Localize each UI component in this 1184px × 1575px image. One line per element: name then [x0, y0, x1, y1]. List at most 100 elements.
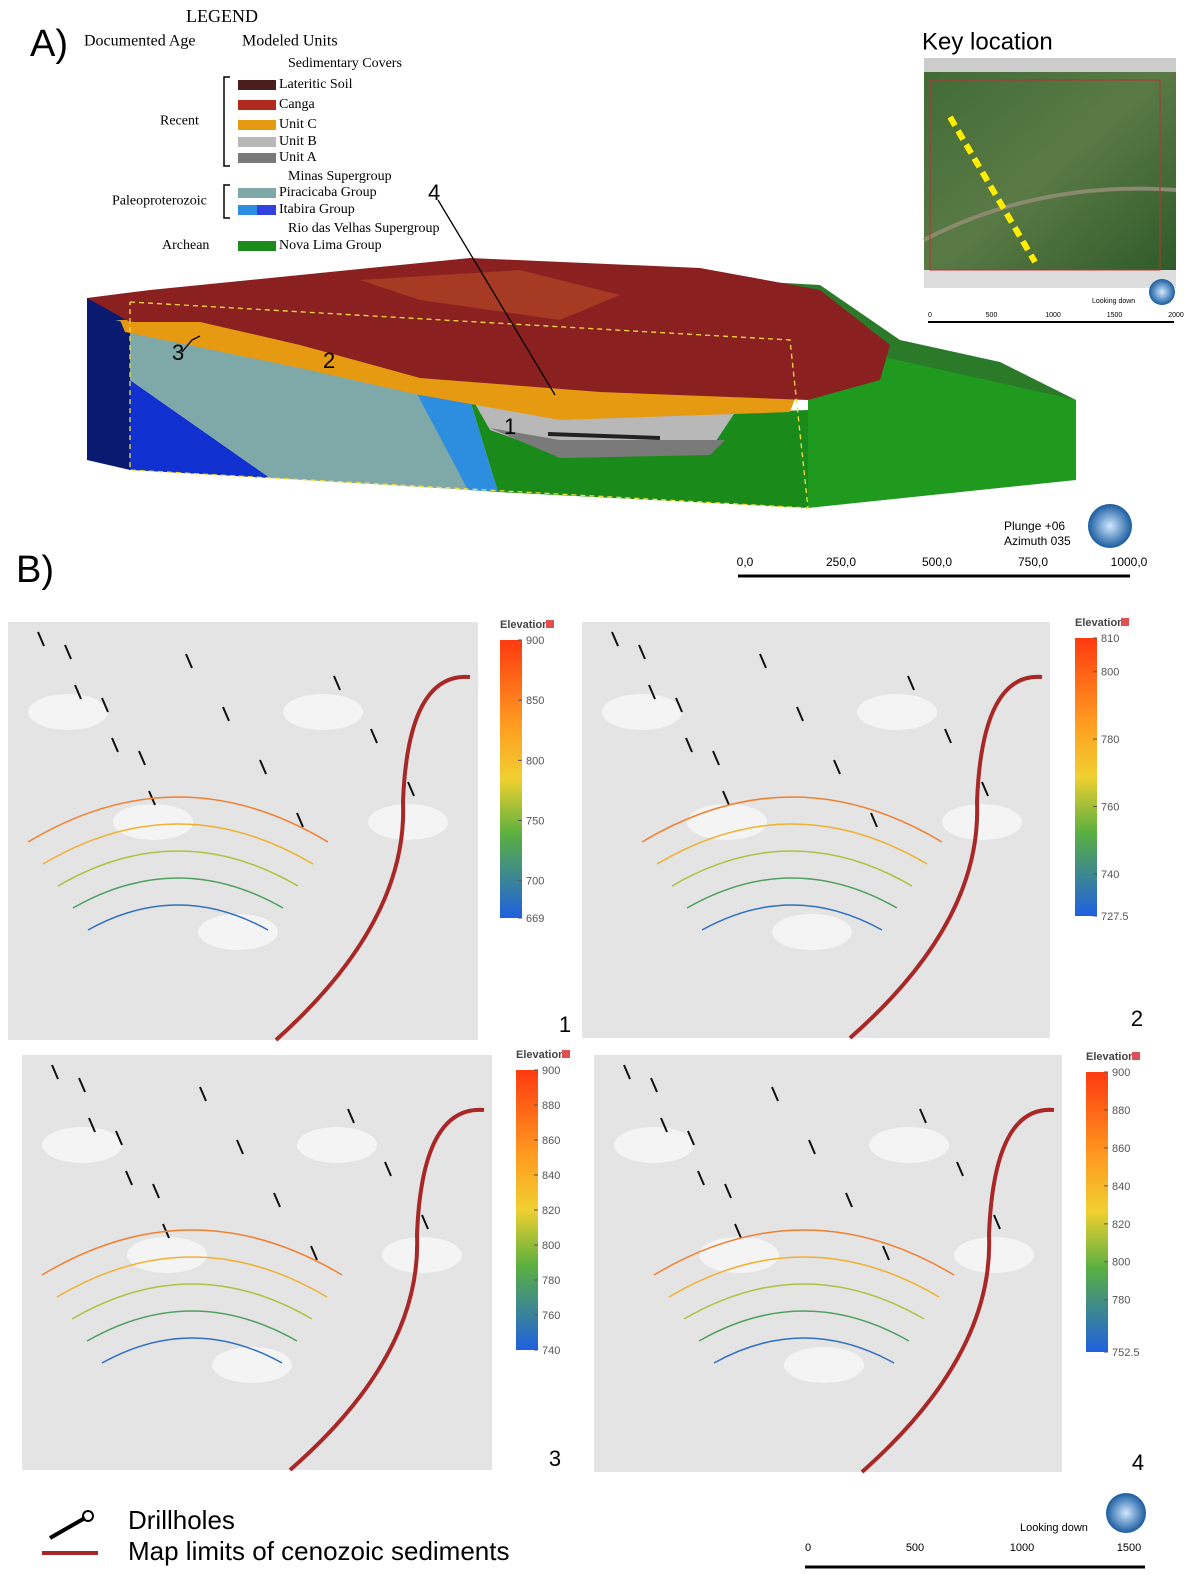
colorbar-tick-label: 850: [526, 695, 544, 707]
colorbar-tick-label: 800: [1112, 1257, 1130, 1269]
view-label: Looking down: [1092, 298, 1135, 305]
legend-unit: Unit C: [279, 117, 317, 132]
callout: 1: [504, 414, 516, 439]
panel-label: A): [30, 23, 68, 65]
colorbar-tick-label: 780: [542, 1275, 560, 1287]
colorbar-tick-label: 740: [542, 1345, 560, 1357]
bracket: [224, 77, 230, 166]
colorbar-title: Elevation: [1075, 617, 1124, 629]
terrain-highlight: [954, 1237, 1034, 1273]
terrain-highlight: [382, 1237, 462, 1273]
figure: A) B) LEGEND Documented Age Modeled Units Sed…: [0, 0, 1184, 1575]
colorbar-tick-label: 900: [526, 635, 544, 647]
colorbar-tick-label: 760: [1101, 801, 1119, 813]
scale-label: 1500: [1107, 312, 1123, 319]
panel-label: B): [16, 549, 54, 591]
legend-swatch: [257, 205, 276, 215]
bottom-legend-item: Drillholes: [128, 1505, 235, 1535]
close-icon: [562, 1050, 570, 1058]
colorbar-tick-label: 810: [1101, 633, 1119, 645]
callout: 4: [428, 180, 440, 205]
key-title: Key location: [922, 28, 1053, 55]
panel-number: 1: [559, 1012, 571, 1037]
colorbar-title: Elevation: [500, 619, 549, 631]
legend-title: LEGEND: [186, 6, 258, 26]
terrain-highlight: [198, 914, 278, 950]
scale-label: 0: [805, 1542, 811, 1554]
legend-age: Paleoproterozoic: [112, 194, 207, 209]
colorbar: [1086, 1072, 1108, 1352]
legend-unit: Canga: [279, 97, 316, 112]
bottom-legend-symbols: [42, 1511, 98, 1553]
terrain-highlight: [869, 1127, 949, 1163]
panel-number: 2: [1131, 1006, 1143, 1031]
colorbar: [500, 640, 522, 918]
close-icon: [546, 620, 554, 628]
legend-unit: Itabira Group: [279, 202, 355, 217]
legend-heading: Sedimentary Covers: [288, 56, 402, 71]
legend-unit: Lateritic Soil: [279, 77, 353, 92]
scale-label: 500,0: [922, 555, 952, 569]
terrain-highlight: [212, 1347, 292, 1383]
colorbar-title: Elevation: [516, 1049, 565, 1061]
legend-header: Modeled Units: [242, 33, 338, 50]
terrain-highlight: [699, 1237, 779, 1273]
terrain-highlight: [283, 694, 363, 730]
key-map: [924, 58, 1176, 305]
view-label: Azimuth 035: [1004, 534, 1071, 548]
terrain-highlight: [297, 1127, 377, 1163]
scale-label: 2000: [1168, 312, 1184, 319]
colorbar-tick-label: 860: [1112, 1143, 1130, 1155]
terrain-highlight: [942, 804, 1022, 840]
terrain-highlight: [784, 1347, 864, 1383]
terrain-highlight: [368, 804, 448, 840]
scale-label: 750,0: [1018, 555, 1048, 569]
terrain-highlight: [113, 804, 193, 840]
colorbar-tick-label: 840: [542, 1170, 560, 1182]
colorbar-tick-label: 740: [1101, 869, 1119, 881]
legend-swatch: [238, 80, 276, 90]
colorbar-tick-label: 780: [1101, 734, 1119, 746]
legend-age: Archean: [162, 238, 209, 253]
view-label: Plunge +06: [1004, 519, 1065, 533]
scale-label: 500: [906, 1542, 924, 1554]
terrain-highlight: [42, 1127, 122, 1163]
scale-label: 1000,0: [1111, 555, 1148, 569]
colorbar-tick-label: 880: [1112, 1105, 1130, 1117]
colorbar-tick-label: 700: [526, 876, 544, 888]
colorbar-tick-label: 800: [542, 1240, 560, 1252]
colorbar-tick-label: 780: [1112, 1295, 1130, 1307]
colorbar-tick-label: 860: [542, 1135, 560, 1147]
colorbar-tick-label: 752.5: [1112, 1347, 1140, 1359]
close-icon: [1132, 1052, 1140, 1060]
view-globe: [1106, 1493, 1146, 1533]
terrain-highlight: [772, 914, 852, 950]
colorbar-tick-label: 669: [526, 913, 544, 925]
scale-label: 0,0: [737, 555, 754, 569]
view-globe: [1088, 504, 1132, 548]
legend-swatch: [238, 153, 276, 163]
legend-header: Documented Age: [84, 33, 196, 50]
terrain-highlight: [687, 804, 767, 840]
terrain-highlight: [614, 1127, 694, 1163]
legend-age: Recent: [160, 114, 199, 129]
colorbar-tick-label: 820: [1112, 1219, 1130, 1231]
colorbar-title: Elevation: [1086, 1051, 1135, 1063]
callout: 2: [323, 348, 335, 373]
scale-label: 250,0: [826, 555, 856, 569]
close-icon: [1121, 618, 1129, 626]
scale-label: 0: [928, 312, 932, 319]
scale-label: 1000: [1045, 312, 1061, 319]
callout: 3: [172, 340, 184, 365]
scale-label: 1000: [1010, 1542, 1034, 1554]
colorbar-tick-label: 900: [1112, 1067, 1130, 1079]
colorbar-tick-label: 800: [526, 755, 544, 767]
colorbar-tick-label: 727.5: [1101, 911, 1129, 923]
colorbar-tick-label: 760: [542, 1310, 560, 1322]
legend-unit: Nova Lima Group: [279, 238, 382, 253]
legend-unit: Unit A: [279, 150, 318, 165]
colorbar-tick-label: 750: [526, 815, 544, 827]
colorbar-tick-label: 900: [542, 1065, 560, 1077]
terrain-highlight: [127, 1237, 207, 1273]
legend-heading: Rio das Velhas Supergroup: [288, 221, 440, 236]
